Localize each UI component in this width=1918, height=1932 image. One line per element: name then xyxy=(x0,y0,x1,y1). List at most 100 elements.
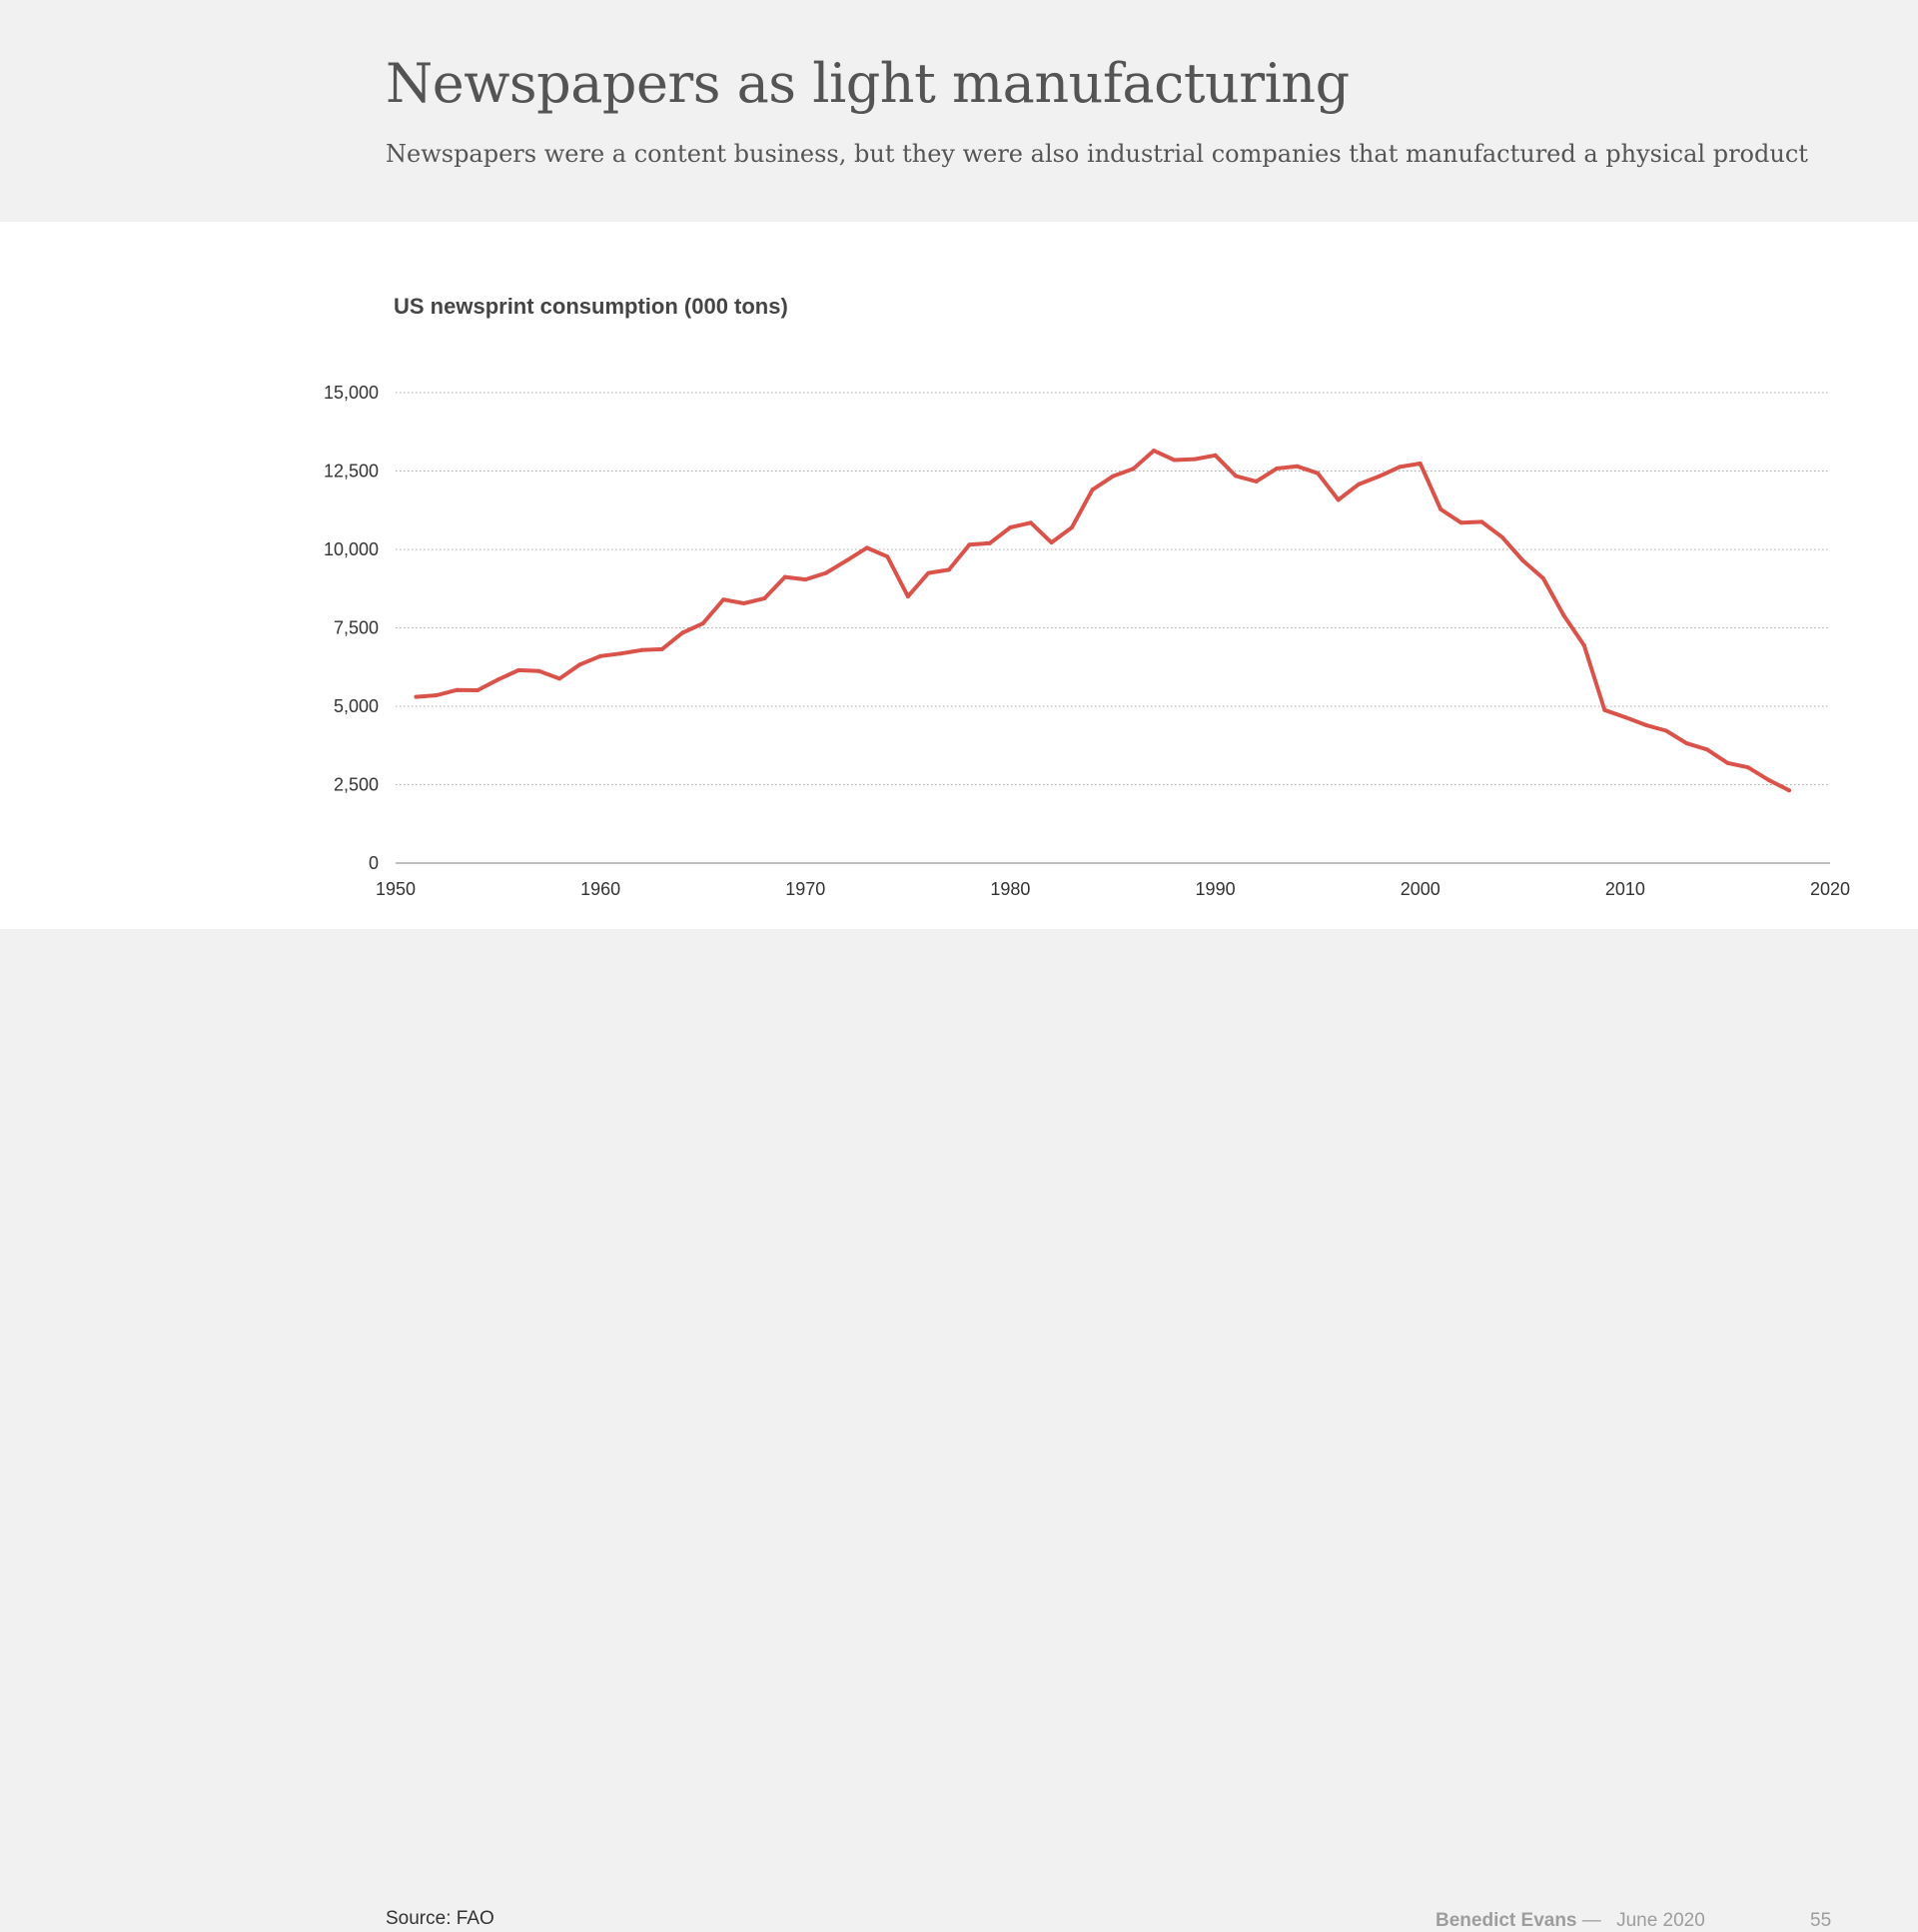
x-tick-label: 1970 xyxy=(785,879,825,899)
x-tick-label: 2000 xyxy=(1401,879,1440,899)
data-point xyxy=(987,540,992,545)
data-point xyxy=(516,667,521,672)
data-point xyxy=(1234,474,1239,479)
x-tick-label: 1960 xyxy=(580,879,620,899)
data-point xyxy=(762,596,767,600)
y-tick-label: 7,500 xyxy=(334,618,379,638)
data-point xyxy=(1111,474,1115,479)
data-point xyxy=(1090,487,1095,492)
data-point xyxy=(495,677,500,682)
credit-separator: — xyxy=(1581,1910,1601,1931)
page-title: Newspapers as light manufacturing xyxy=(386,52,1350,115)
series-layer xyxy=(414,449,1791,793)
data-point xyxy=(1643,722,1648,727)
data-point xyxy=(618,651,623,656)
data-point xyxy=(1172,458,1177,463)
data-point xyxy=(1398,465,1403,470)
data-point xyxy=(1152,449,1156,454)
x-tick-label: 1980 xyxy=(990,879,1030,899)
series-line xyxy=(414,449,1791,793)
data-point xyxy=(1766,777,1771,782)
data-point xyxy=(639,647,644,652)
data-point xyxy=(1458,520,1463,525)
footer: Source: FAO Benedict Evans — June 2020 5… xyxy=(0,929,1918,1931)
data-point xyxy=(455,687,460,692)
credit-date: June 2020 xyxy=(1616,1910,1705,1931)
data-point xyxy=(1787,788,1791,793)
chart-panel xyxy=(0,222,1918,929)
data-point xyxy=(435,693,439,697)
data-point xyxy=(1131,467,1136,472)
data-point xyxy=(1070,525,1074,529)
data-point xyxy=(1213,453,1218,458)
data-point xyxy=(1275,467,1280,471)
y-tick-label: 2,500 xyxy=(334,775,379,795)
data-point xyxy=(598,653,603,658)
data-point xyxy=(905,594,910,599)
data-point xyxy=(577,662,582,667)
data-point xyxy=(1008,525,1013,529)
author-name: Benedict Evans xyxy=(1436,1910,1577,1931)
data-point xyxy=(680,630,685,635)
data-point xyxy=(823,570,828,575)
author-credit: Benedict Evans — June 2020 xyxy=(1436,1910,1705,1932)
data-point xyxy=(1725,760,1730,765)
data-point xyxy=(1193,457,1198,462)
data-point xyxy=(782,574,787,579)
data-point xyxy=(864,545,869,550)
data-point xyxy=(1254,479,1259,483)
data-point xyxy=(967,542,972,547)
data-point xyxy=(1540,575,1545,580)
data-point xyxy=(1622,715,1627,719)
data-point xyxy=(476,688,480,692)
data-point xyxy=(741,601,746,605)
page-subtitle: Newspapers were a content business, but … xyxy=(386,140,1808,168)
data-point xyxy=(926,570,931,575)
y-tick-label: 12,500 xyxy=(324,462,379,482)
data-point xyxy=(1028,520,1033,525)
x-tick-label: 2010 xyxy=(1605,879,1645,899)
data-point xyxy=(1561,612,1566,617)
data-point xyxy=(1745,765,1750,770)
data-point xyxy=(1377,474,1382,479)
y-tick-label: 5,000 xyxy=(334,696,379,716)
x-axis: 1950 1960 1970 1980 1990 2000 2010 2020 xyxy=(376,879,1850,899)
header: Newspapers as light manufacturing Newspa… xyxy=(0,0,1918,222)
data-point xyxy=(700,621,705,626)
y-axis: 0 2,500 5,000 7,500 10,000 12,500 15,000 xyxy=(324,383,379,873)
data-point xyxy=(1049,540,1054,545)
data-point xyxy=(1704,747,1709,752)
x-tick-label: 2020 xyxy=(1810,879,1850,899)
data-point xyxy=(1663,728,1668,733)
source-note: Source: FAO xyxy=(386,1908,494,1929)
data-point xyxy=(1316,471,1321,476)
data-point xyxy=(1336,497,1341,502)
x-tick-label: 1990 xyxy=(1196,879,1236,899)
data-point xyxy=(803,577,808,582)
data-point xyxy=(1602,707,1607,712)
data-point xyxy=(536,668,541,673)
x-tick-label: 1950 xyxy=(376,879,416,899)
data-point xyxy=(1295,464,1300,469)
y-tick-label: 15,000 xyxy=(324,383,379,403)
data-point xyxy=(1418,462,1423,466)
data-point xyxy=(1684,741,1689,746)
data-point xyxy=(885,554,890,559)
data-point xyxy=(1357,482,1362,486)
data-point xyxy=(1438,506,1443,511)
page-number: 55 xyxy=(1810,1910,1832,1931)
data-point xyxy=(1520,558,1525,562)
chart-title: US newsprint consumption (000 tons) xyxy=(394,294,788,319)
grid xyxy=(396,392,1830,864)
data-point xyxy=(1499,534,1504,539)
line-chart: US newsprint consumption (000 tons) 0 2,5… xyxy=(324,294,1850,899)
y-tick-label: 10,000 xyxy=(324,539,379,559)
data-point xyxy=(721,597,726,602)
data-point xyxy=(414,694,419,699)
y-tick-label: 0 xyxy=(369,853,379,873)
data-point xyxy=(946,567,951,572)
data-point xyxy=(1479,519,1484,524)
data-point xyxy=(1581,643,1586,648)
data-point xyxy=(844,558,849,563)
data-point xyxy=(659,646,664,651)
